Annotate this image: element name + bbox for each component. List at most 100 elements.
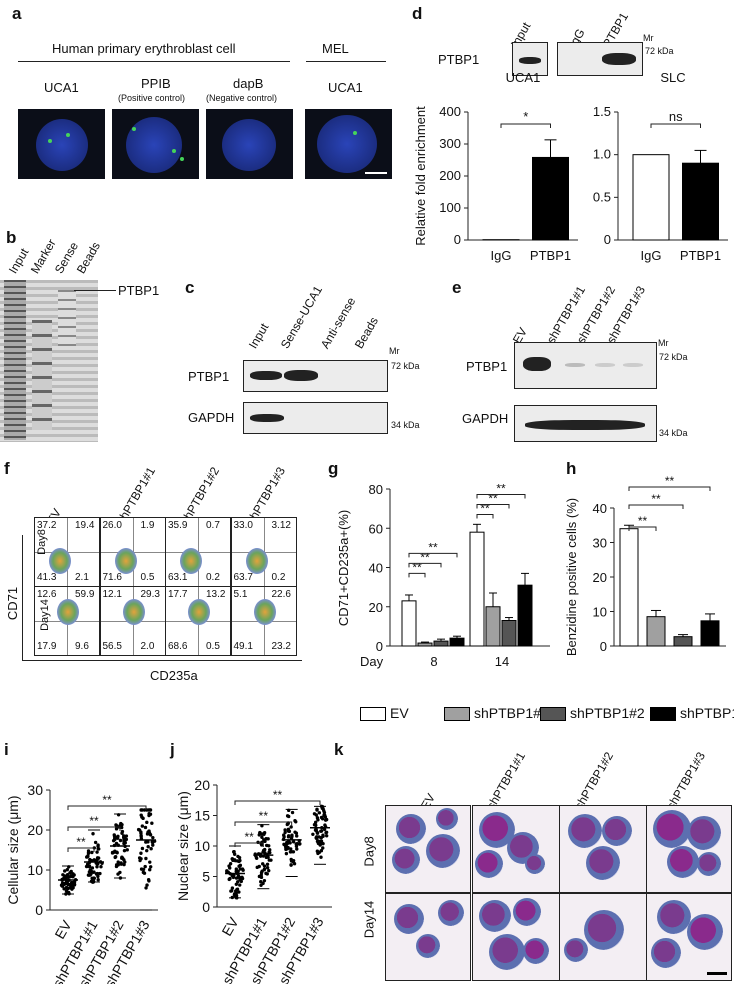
f-quadrant-value: 35.9 (168, 520, 188, 531)
j-point (283, 830, 287, 835)
i-point (64, 880, 69, 884)
j-point (283, 828, 287, 832)
i-point (146, 878, 151, 882)
f-quadrant-value: 12.6 (37, 589, 57, 600)
i-point (95, 871, 100, 876)
j-point (267, 868, 271, 873)
i-point (116, 860, 120, 864)
j-point (319, 842, 323, 846)
i-point (114, 827, 119, 831)
j-point (321, 834, 325, 838)
a-probe-ppib: PPIB (141, 76, 171, 91)
i-point (85, 862, 90, 866)
panel-d-label: d (412, 4, 423, 23)
h-ytick-label: 10 (593, 605, 607, 620)
i-point (140, 846, 145, 851)
i-point (112, 833, 116, 837)
e-34kda: 34 kDa (659, 428, 688, 438)
j-xtick-label: EV (218, 914, 242, 939)
j-point (319, 839, 324, 843)
d0-xtick-label: IgG (491, 248, 512, 263)
panel-h-label: h (566, 459, 577, 478)
i-point (114, 823, 119, 828)
i-point (86, 854, 90, 859)
j-sig-bracket (234, 842, 264, 847)
g-xlabel: Day (360, 654, 384, 669)
k-row-day14: Day14 (361, 900, 377, 939)
j-point (228, 866, 232, 870)
j-point (261, 881, 265, 886)
j-point (237, 890, 241, 894)
i-xtick-label: EV (51, 917, 75, 942)
i-point (96, 846, 100, 851)
k-micrograph (472, 893, 560, 981)
f-quadrant-value: 63.1 (168, 572, 188, 583)
j-point (240, 875, 244, 880)
c-row-gapdh: GAPDH (188, 410, 235, 425)
h-ytick-label: 30 (593, 536, 607, 551)
a-micrograph-mel (305, 109, 392, 179)
j-point (265, 862, 270, 866)
j-point (267, 850, 271, 855)
g-xtick-label: 14 (495, 654, 509, 669)
i-point (121, 835, 126, 840)
i-point (115, 850, 119, 854)
j-point (290, 810, 295, 815)
i-point (120, 829, 125, 834)
j-point (290, 833, 294, 837)
a-sub-ppib: (Positive control) (118, 93, 186, 103)
f-quadrant-value: 26.0 (102, 520, 122, 531)
panel-j-label: j (170, 740, 175, 759)
j-point (232, 852, 237, 856)
i-point (118, 838, 123, 843)
f-quadrant-value: 23.2 (271, 641, 291, 652)
i-point (147, 813, 151, 818)
i-point (143, 864, 147, 869)
f-facs-grid: 37.2 19.4 41.3 2.1 Day8 26.0 1.9 71.6 0.5 35.9 0.7… (34, 517, 297, 656)
j-point (295, 834, 299, 838)
i-point (137, 828, 142, 832)
j-point (313, 828, 318, 832)
i-point (114, 841, 119, 846)
f-facs-plot: 33.0 3.12 63.7 0.2 (230, 517, 297, 587)
j-point (294, 831, 299, 835)
e-row-gapdh: GAPDH (462, 411, 509, 426)
j-point (315, 808, 319, 812)
panel-e-label: e (452, 278, 462, 297)
a-probe-mel-uca1: UCA1 (328, 80, 363, 95)
h-ytick-label: 20 (593, 570, 607, 585)
j-point (229, 889, 233, 893)
c-row-ptbp1: PTBP1 (188, 369, 230, 384)
g-ylabel: CD71+CD235a+(%) (336, 510, 351, 626)
g-sig-label: ** (488, 492, 498, 506)
f-quadrant-value: 0.5 (140, 572, 155, 583)
j-point (322, 813, 326, 818)
i-point (145, 820, 149, 825)
f-quadrant-value: 1.9 (140, 520, 155, 531)
d0-title: UCA1 (506, 70, 541, 85)
h-ylabel: Benzidine positive cells (%) (564, 498, 579, 656)
legend-label: EV (390, 705, 409, 721)
i-sig-label: ** (76, 835, 86, 849)
g-sig-bracket (476, 494, 526, 499)
j-point (263, 851, 267, 855)
legend-swatch (444, 707, 470, 721)
j-point (228, 876, 232, 881)
j-point (319, 855, 323, 859)
j-point (289, 863, 293, 867)
a-header-mel: MEL (322, 41, 349, 56)
a-mel-line (306, 61, 386, 62)
i-point (90, 850, 94, 855)
i-ytick-label: 10 (27, 862, 43, 878)
f-quadrant-value: 2.1 (75, 572, 89, 583)
g-sig-bracket (408, 552, 458, 558)
h-sig-bracket (628, 504, 684, 509)
j-point (238, 883, 242, 887)
f-quadrant-value: 71.6 (102, 572, 122, 583)
j-point (313, 820, 318, 825)
i-sig-bracket (67, 847, 95, 852)
j-sig-label: ** (259, 809, 269, 823)
a-probe-uca1: UCA1 (44, 80, 79, 95)
j-point (289, 825, 293, 829)
